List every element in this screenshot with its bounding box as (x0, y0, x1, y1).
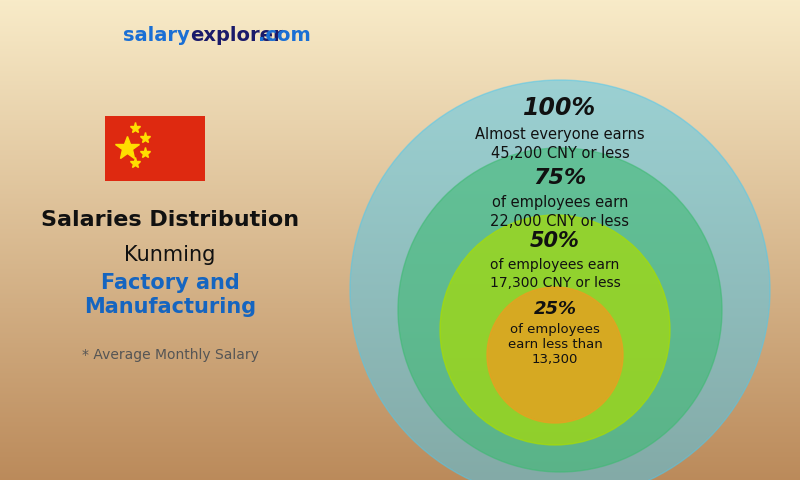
Text: of employees: of employees (510, 323, 600, 336)
Text: of employees earn: of employees earn (490, 258, 620, 272)
Text: 100%: 100% (523, 96, 597, 120)
Text: 75%: 75% (534, 168, 586, 188)
Text: Kunming: Kunming (124, 245, 216, 265)
Text: * Average Monthly Salary: * Average Monthly Salary (82, 348, 258, 362)
FancyBboxPatch shape (105, 116, 205, 180)
Text: earn less than: earn less than (508, 337, 602, 350)
Text: Factory and
Manufacturing: Factory and Manufacturing (84, 273, 256, 317)
Text: Almost everyone earns: Almost everyone earns (475, 128, 645, 143)
Text: of employees earn: of employees earn (492, 195, 628, 211)
Text: 25%: 25% (534, 300, 577, 318)
Text: 22,000 CNY or less: 22,000 CNY or less (490, 215, 630, 229)
Circle shape (350, 80, 770, 480)
Text: 17,300 CNY or less: 17,300 CNY or less (490, 276, 620, 290)
Text: .com: .com (258, 26, 310, 45)
Text: 50%: 50% (530, 231, 580, 251)
Text: 13,300: 13,300 (532, 352, 578, 365)
Text: Salaries Distribution: Salaries Distribution (41, 210, 299, 230)
Text: explorer: explorer (190, 26, 282, 45)
Circle shape (398, 148, 722, 472)
Circle shape (487, 287, 623, 423)
Text: 45,200 CNY or less: 45,200 CNY or less (490, 146, 630, 161)
Circle shape (440, 215, 670, 445)
Text: salary: salary (123, 26, 190, 45)
